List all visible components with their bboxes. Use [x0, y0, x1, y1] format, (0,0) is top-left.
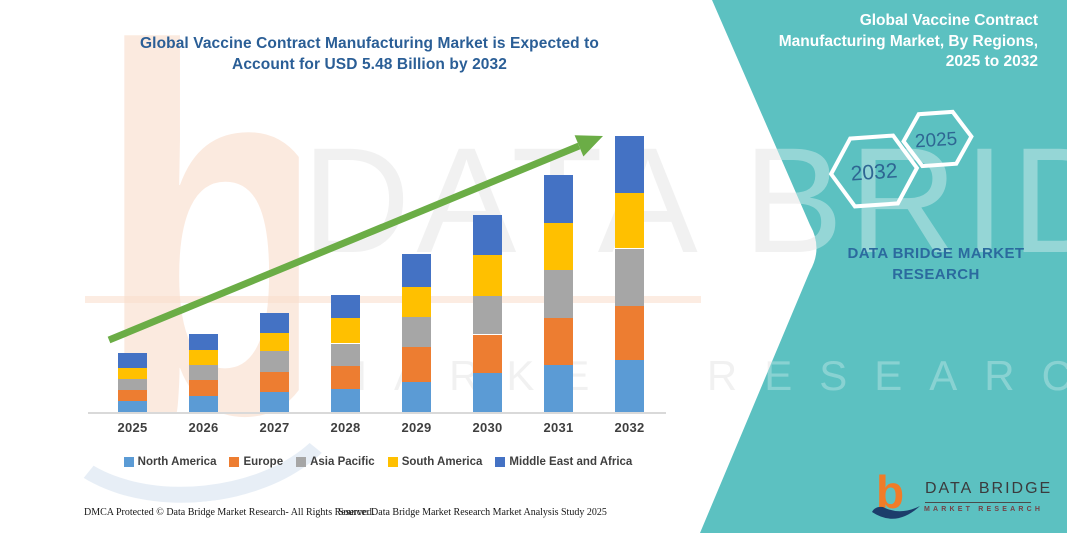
bar-segment-2030-europe [473, 334, 502, 373]
x-tick-label-2026: 2026 [188, 420, 219, 435]
legend-item-south-america: South America [387, 456, 483, 468]
bar-segment-2027-asia-pacific [260, 351, 289, 372]
bar-segment-2025-middle-east-and-africa [118, 353, 147, 368]
bar-segment-2028-middle-east-and-africa [331, 294, 360, 319]
bar-segment-2032-europe [615, 306, 644, 360]
legend-swatch [387, 457, 398, 467]
bar-segment-2031-asia-pacific [544, 270, 573, 318]
bar-segment-2028-south-america [331, 318, 360, 344]
bar-segment-2028-europe [331, 365, 360, 389]
bar-segment-2032-south-america [615, 192, 644, 249]
legend-swatch [296, 457, 307, 467]
bar-segment-2031-south-america [544, 222, 573, 271]
logo-tagline: MARKET RESEARCH [924, 506, 1044, 513]
bar-segment-2031-europe [544, 317, 573, 366]
x-tick-label-2030: 2030 [472, 420, 503, 435]
legend-label: Asia Pacific [310, 456, 375, 468]
bar-segment-2030-middle-east-and-africa [473, 215, 502, 255]
bar-segment-2026-north-america [189, 396, 218, 412]
bar-segment-2032-middle-east-and-africa [615, 136, 644, 193]
logo-swoosh [872, 506, 920, 519]
bar-segment-2025-europe [118, 389, 147, 401]
bar-segment-2027-europe [260, 371, 289, 392]
legend-label: Middle East and Africa [509, 456, 633, 468]
bar-segment-2031-north-america [544, 365, 573, 412]
bar-segment-2025-south-america [118, 367, 147, 379]
bar-segment-2026-europe [189, 380, 218, 397]
bar-segment-2032-asia-pacific [615, 248, 644, 307]
bar-segment-2029-south-america [402, 286, 431, 318]
bar-segment-2029-middle-east-and-africa [402, 254, 431, 287]
bar-segment-2029-north-america [402, 381, 431, 412]
databridge-logo: b DATA BRIDGE MARKET RESEARCH [868, 466, 1060, 526]
x-tick-label-2025: 2025 [117, 420, 148, 435]
logo-rule [925, 502, 1031, 503]
legend-label: South America [401, 456, 483, 468]
legend-item-middle-east-and-africa: Middle East and Africa [495, 456, 632, 468]
x-tick-label-2031: 2031 [543, 420, 574, 435]
bar-segment-2026-south-america [189, 349, 218, 366]
bar-segment-2029-asia-pacific [402, 317, 431, 347]
legend-swatch [123, 457, 134, 467]
x-tick-label-2032: 2032 [614, 420, 645, 435]
footer-source: Source: Data Bridge Market Research Mark… [338, 507, 607, 518]
x-tick-label-2029: 2029 [401, 420, 432, 435]
legend-swatch [229, 457, 240, 467]
legend-swatch [495, 457, 506, 467]
legend-item-north-america: North America [123, 456, 217, 468]
panel-title: Global Vaccine Contract Manufacturing Ma… [778, 12, 1038, 71]
bar-segment-2027-north-america [260, 391, 289, 412]
panel-brand-text: DATA BRIDGE MARKET RESEARCH [847, 245, 1025, 283]
legend-label: North America [137, 456, 217, 468]
logo-wordmark: DATA BRIDGE [925, 480, 1053, 497]
bar-segment-2029-europe [402, 346, 431, 382]
bar-segment-2030-asia-pacific [473, 296, 502, 335]
x-tick-label-2028: 2028 [330, 420, 361, 435]
x-axis-line [88, 412, 666, 414]
bar-segment-2028-asia-pacific [331, 343, 360, 366]
footer-dmca: DMCA Protected © Data Bridge Market Rese… [84, 507, 375, 518]
bar-segment-2027-south-america [260, 333, 289, 352]
databridge-logo-icon: b [872, 466, 920, 519]
bar-segment-2025-north-america [118, 400, 147, 412]
x-tick-label-2027: 2027 [259, 420, 290, 435]
bar-segment-2027-middle-east-and-africa [260, 312, 289, 333]
legend-item-europe: Europe [229, 456, 283, 468]
chart-title: Global Vaccine Contract Manufacturing Ma… [140, 35, 599, 73]
bar-segment-2026-middle-east-and-africa [189, 334, 218, 350]
bar-segment-2030-north-america [473, 372, 502, 412]
bar-segment-2032-north-america [615, 359, 644, 412]
legend-label: Europe [243, 456, 284, 468]
chart-legend: North America Europe Asia Pacific South Ame… [85, 453, 671, 471]
bar-segment-2026-asia-pacific [189, 365, 218, 381]
bar-segment-2031-middle-east-and-africa [544, 175, 573, 223]
legend-item-asia-pacific: Asia Pacific [296, 456, 375, 468]
bar-segment-2030-south-america [473, 255, 502, 297]
bar-segment-2028-north-america [331, 388, 360, 412]
bar-segment-2025-asia-pacific [118, 378, 147, 390]
